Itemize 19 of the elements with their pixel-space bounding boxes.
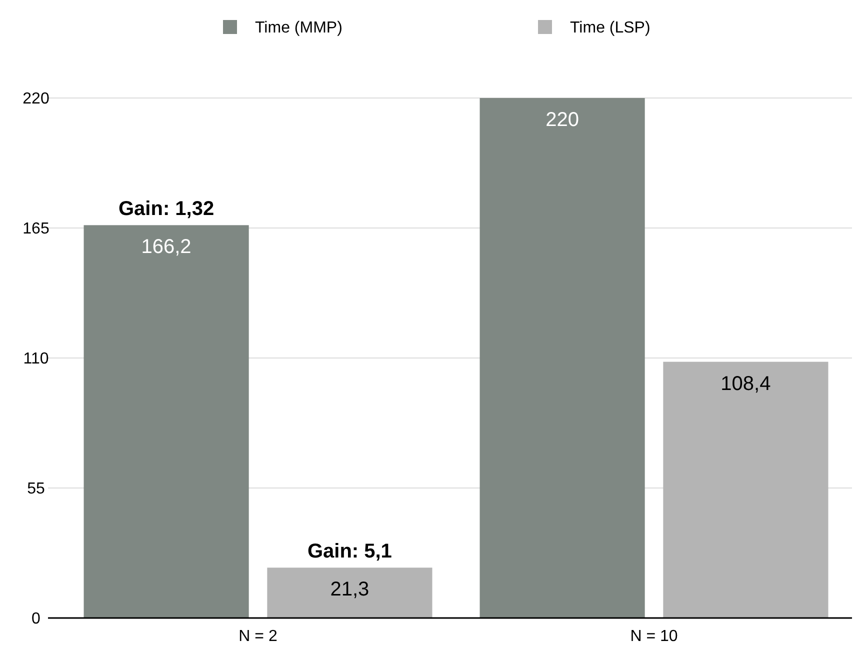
y-tick-label: 110: [23, 350, 49, 368]
data-label: 166,2: [141, 236, 192, 258]
x-tick-label: N = 2: [238, 628, 278, 645]
annotation: Gain: 5,1: [307, 540, 392, 563]
legend-label: Time (MMP): [255, 20, 342, 37]
y-tick-label: 220: [22, 90, 50, 108]
bar: [84, 225, 249, 618]
bar: [480, 98, 645, 618]
bar: [267, 568, 432, 618]
y-tick-label: 165: [22, 220, 50, 238]
y-tick-label: 0: [32, 610, 41, 628]
x-tick-label: N = 10: [630, 628, 678, 645]
data-label: 220: [546, 109, 579, 131]
y-tick-label: 55: [27, 480, 45, 498]
data-label: 108,4: [720, 372, 771, 395]
legend-label: Time (LSP): [570, 20, 650, 37]
data-label: 21,3: [330, 578, 370, 601]
bar: [663, 362, 828, 618]
annotation: Gain: 1,32: [118, 198, 214, 220]
